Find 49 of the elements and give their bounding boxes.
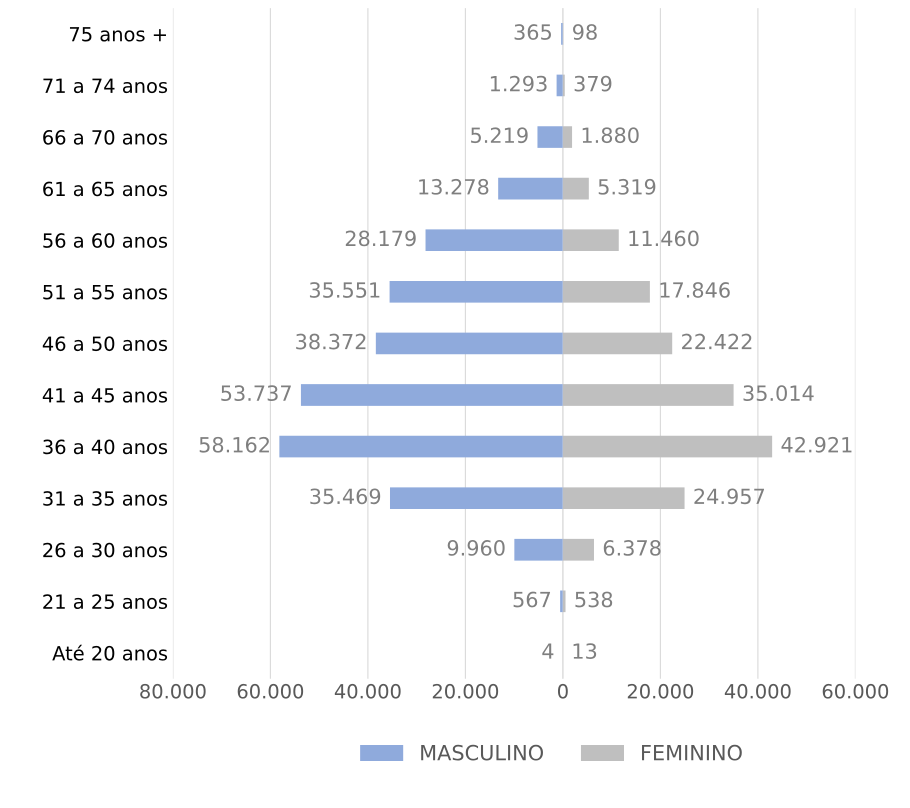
data-label: 98 <box>573 24 597 40</box>
data-label: 5.319 <box>598 178 656 195</box>
y-tick-label: 26 a 30 anos <box>43 542 168 558</box>
y-tick-label: 31 a 35 anos <box>43 491 168 506</box>
data-label: 365 <box>514 24 551 40</box>
legend-label: MASCULINO <box>421 744 543 761</box>
data-label: 28.179 <box>346 230 416 246</box>
y-tick-label: Até 20 anos <box>52 644 168 661</box>
x-tick-label: 60.000 <box>822 684 888 699</box>
data-label: 6.378 <box>604 540 661 556</box>
data-label: 38.372 <box>296 334 366 350</box>
data-label: 22.422 <box>682 334 752 350</box>
y-tick-label: 56 a 60 anos <box>43 233 168 248</box>
data-label: 53.737 <box>221 385 291 402</box>
data-label: 13.278 <box>419 178 488 195</box>
data-label: 17.846 <box>660 282 730 298</box>
legend-label: FEMININO <box>642 744 742 761</box>
data-label: 567 <box>514 592 550 608</box>
y-tick-label: 51 a 55 anos <box>43 285 168 300</box>
x-tick-label: 60.000 <box>238 684 304 699</box>
data-label: 42.921 <box>781 436 852 453</box>
data-label: 58.162 <box>200 436 269 453</box>
data-label: 538 <box>575 592 612 608</box>
y-tick-label: 21 a 25 anos <box>43 594 168 609</box>
data-label: 4 <box>542 643 554 659</box>
data-label: 35.551 <box>310 282 380 298</box>
x-tick-label: 40.000 <box>724 684 791 699</box>
x-tick-label: 80.000 <box>140 684 206 699</box>
y-tick-label: 36 a 40 anos <box>43 440 168 454</box>
y-tick-label: 75 anos + <box>70 27 166 42</box>
x-tick-label: 20.000 <box>432 684 498 699</box>
y-tick-label: 46 a 50 anos <box>42 336 168 352</box>
y-tick-label: 61 a 65 anos <box>43 182 168 196</box>
data-label: 35.014 <box>744 385 814 402</box>
data-label: 1.293 <box>490 76 547 92</box>
y-tick-label: 66 a 70 anos <box>43 130 168 145</box>
data-label: 11.460 <box>629 230 699 246</box>
data-label: 9.960 <box>448 540 505 556</box>
data-label: 1.880 <box>582 127 639 144</box>
data-label: 379 <box>574 76 612 92</box>
x-tick-label: 40.000 <box>334 684 401 699</box>
x-tick-label: 20.000 <box>628 684 694 699</box>
data-label: 13 <box>574 643 596 659</box>
y-tick-label: 71 a 74 anos <box>43 78 168 94</box>
x-tick-label: 0 <box>558 684 568 699</box>
data-label: 35.469 <box>310 488 380 504</box>
data-label: 5.219 <box>471 127 528 144</box>
data-label: 24.957 <box>694 488 764 504</box>
y-tick-label: 41 a 45 anos <box>42 388 168 403</box>
